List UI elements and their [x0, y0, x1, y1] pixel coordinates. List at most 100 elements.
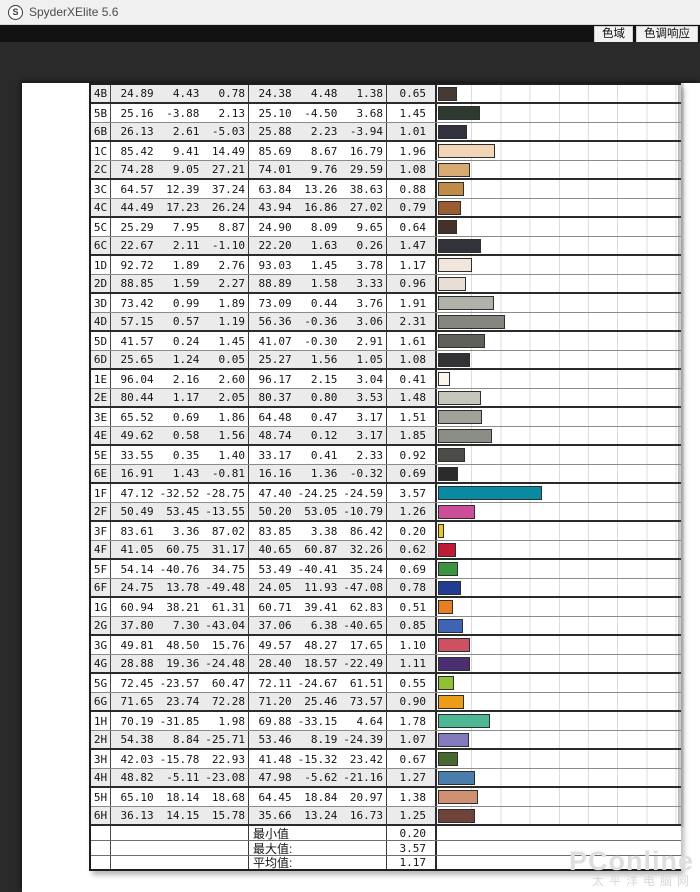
lab-value: -23.57: [159, 676, 200, 690]
table-row-6C: 6C 22.67 2.11 -1.10 22.20 1.63 0.26 1.47: [91, 237, 681, 256]
delta-e-bar-zone: [437, 218, 677, 236]
tab-tone-response[interactable]: 色调响应: [636, 26, 698, 42]
lab-value: 2.23: [310, 125, 338, 138]
target-lab-values: 41.05 60.75 31.17: [111, 541, 249, 558]
target-lab-values: 26.13 2.61 -5.03: [111, 123, 249, 140]
lab-value: 13.78: [166, 581, 200, 594]
measured-lab-values: 41.07 -0.30 2.91: [249, 332, 387, 350]
tab-color-gamut[interactable]: 色域: [594, 26, 633, 42]
lab-value: 74.28: [120, 163, 154, 176]
patch-id: 2C: [91, 161, 111, 178]
measured-lab-values: 28.40 18.57 -22.49: [249, 655, 387, 672]
patch-id: 6B: [91, 123, 111, 140]
delta-e-bar: [438, 467, 459, 481]
lab-value: -1.10: [211, 239, 246, 252]
lab-value: 9.65: [356, 220, 384, 234]
spyder-app-icon: S: [8, 4, 23, 20]
delta-e-value: 0.64: [387, 218, 437, 236]
lab-value: 18.84: [304, 790, 338, 804]
target-lab-values: 16.91 1.43 -0.81: [111, 465, 249, 482]
table-row-5B: 5B 25.16 -3.88 2.13 25.10 -4.50 3.68 1.45: [91, 104, 681, 123]
delta-e-value: 1.48: [387, 389, 437, 406]
target-lab-values: 24.75 13.78 -49.48: [111, 579, 249, 596]
lab-value: 41.05: [120, 543, 154, 556]
patch-id: 4G: [91, 655, 111, 672]
watermark-subtext: 太平洋电脑网: [591, 874, 694, 888]
measured-lab-values: 64.48 0.47 3.17: [249, 408, 387, 426]
lab-value: -25.71: [205, 733, 246, 746]
lab-value: -22.49: [343, 657, 384, 670]
lab-value: 0.44: [310, 296, 338, 310]
patch-id: 3D: [91, 294, 111, 312]
tab-strip: 色域 色调响应: [0, 25, 700, 42]
lab-value: 7.30: [172, 619, 200, 632]
lab-value: -3.88: [166, 106, 200, 120]
lab-value: 69.88: [258, 714, 292, 728]
summary-empty-cell: [111, 826, 249, 840]
delta-e-bar: [438, 638, 471, 652]
lab-value: 54.14: [120, 562, 154, 576]
delta-e-bar-zone: [437, 598, 677, 616]
lab-value: 73.57: [349, 695, 384, 708]
lab-value: 14.49: [211, 144, 246, 158]
lab-value: -24.67: [297, 676, 338, 690]
delta-e-bar-zone: [437, 446, 677, 464]
lab-value: -40.65: [343, 619, 384, 632]
lab-value: -32.52: [159, 486, 200, 500]
target-lab-values: 96.04 2.16 2.60: [111, 370, 249, 388]
lab-value: 31.17: [211, 543, 246, 556]
delta-e-value: 1.51: [387, 408, 437, 426]
delta-e-bar: [438, 410, 483, 424]
lab-value: 0.24: [172, 334, 200, 348]
measured-lab-values: 37.06 6.38 -40.65: [249, 617, 387, 634]
delta-e-value: 1.11: [387, 655, 437, 672]
lab-value: 1.89: [172, 258, 200, 272]
summary-max-value: 3.57: [387, 841, 437, 855]
delta-e-bar-zone: [437, 579, 677, 596]
lab-value: 3.76: [356, 296, 384, 310]
lab-value: 3.38: [310, 524, 338, 538]
table-row-4H: 4H 48.82 -5.11 -23.08 47.98 -5.62 -21.16 1.27: [91, 769, 681, 788]
target-lab-values: 28.88 19.36 -24.48: [111, 655, 249, 672]
lab-value: 16.73: [349, 809, 384, 822]
lab-value: 12.39: [166, 182, 200, 196]
delta-e-value: 0.79: [387, 199, 437, 216]
lab-value: 44.49: [120, 201, 154, 214]
lab-value: 14.15: [166, 809, 200, 822]
delta-e-bar-zone: [437, 294, 677, 312]
table-row-2F: 2F 50.49 53.45 -13.55 50.20 53.05 -10.79 1.26: [91, 503, 681, 522]
delta-e-bar-zone: [437, 503, 677, 520]
lab-value: 33.55: [120, 448, 154, 462]
target-lab-values: 42.03 -15.78 22.93: [111, 750, 249, 768]
lab-value: 37.80: [120, 619, 154, 632]
delta-e-value: 0.62: [387, 541, 437, 558]
delta-e-bar: [438, 277, 467, 291]
delta-e-bar: [438, 429, 493, 443]
lab-value: 28.88: [120, 657, 154, 670]
target-lab-values: 88.85 1.59 2.27: [111, 275, 249, 292]
table-row-1H: 1H 70.19 -31.85 1.98 69.88 -33.15 4.64 1.78: [91, 712, 681, 731]
lab-value: 39.41: [304, 600, 338, 614]
lab-value: 71.65: [120, 695, 154, 708]
lab-value: 53.49: [258, 562, 292, 576]
delta-e-value: 3.57: [387, 484, 437, 502]
lab-value: 19.36: [166, 657, 200, 670]
measured-lab-values: 53.46 8.19 -24.39: [249, 731, 387, 748]
lab-value: 3.68: [356, 106, 384, 120]
lab-value: 71.20: [258, 695, 292, 708]
lab-value: 74.01: [258, 163, 292, 176]
table-row-3C: 3C 64.57 12.39 37.24 63.84 13.26 38.63 0.88: [91, 180, 681, 199]
target-lab-values: 49.62 0.58 1.56: [111, 427, 249, 444]
table-row-2G: 2G 37.80 7.30 -43.04 37.06 6.38 -40.65 0.85: [91, 617, 681, 636]
delta-e-bar: [438, 125, 468, 139]
delta-e-bar: [438, 334, 485, 348]
lab-value: 0.26: [356, 239, 384, 252]
delta-e-bar: [438, 733, 470, 747]
lab-value: 23.74: [166, 695, 200, 708]
target-lab-values: 65.10 18.14 18.68: [111, 788, 249, 806]
patch-id: 2D: [91, 275, 111, 292]
lab-value: -0.36: [304, 315, 338, 328]
lab-value: 53.05: [304, 505, 338, 518]
delta-e-bar-zone: [437, 712, 677, 730]
delta-e-value: 1.17: [387, 256, 437, 274]
